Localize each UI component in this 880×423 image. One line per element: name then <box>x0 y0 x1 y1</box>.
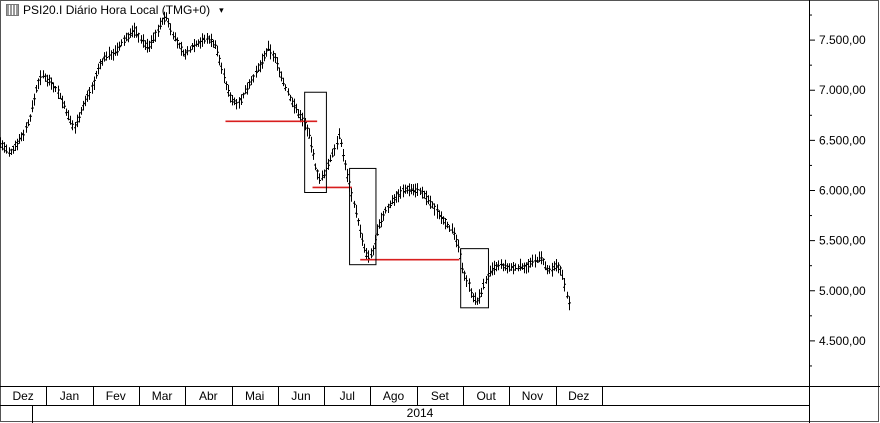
highlight-box <box>349 167 377 266</box>
chart-header: PSI20.I Diário Hora Local (TMG+0) ▾ <box>6 2 224 18</box>
y-tick-label: 7.000,00 <box>819 83 866 97</box>
highlight-box <box>304 91 327 193</box>
x-tick-label: Mai <box>245 389 264 403</box>
highlight-box <box>460 248 489 309</box>
support-lines <box>225 120 460 261</box>
x-tick-label: Mar <box>152 389 173 403</box>
x-tick-label: Nov <box>522 389 543 403</box>
y-tick-label: 6.000,00 <box>819 183 866 197</box>
chart-type-icon[interactable] <box>6 4 19 16</box>
x-tick-label: Jun <box>291 389 310 403</box>
x-tick-label: Fev <box>106 389 126 403</box>
chevron-down-icon[interactable]: ▾ <box>219 4 224 15</box>
x-tick-label: Dez <box>568 389 589 403</box>
x-tick-label: Out <box>476 389 496 403</box>
x-axis: Dez Jan Fev Mar Abr Mai Jun Jul Ago Set Out Nov Dez 2… <box>12 386 603 420</box>
y-axis: 7.500,00 7.000,00 6.500,00 6.000,00 5.500,00… <box>809 14 866 367</box>
price-series <box>0 11 571 311</box>
y-tick-label: 4.500,00 <box>819 334 866 348</box>
x-tick-label: Set <box>431 389 450 403</box>
x-tick-label: Jul <box>340 389 355 403</box>
symbol-label: PSI20.I Diário Hora Local (TMG+0) <box>23 3 211 17</box>
x-tick-label: Jan <box>60 389 79 403</box>
y-tick-label: 5.500,00 <box>819 234 866 248</box>
x-tick-label: Abr <box>199 389 218 403</box>
price-bars <box>0 11 571 311</box>
x-axis-label: 2014 <box>407 406 434 420</box>
y-tick-label: 7.500,00 <box>819 33 866 47</box>
y-tick-label: 6.500,00 <box>819 133 866 147</box>
highlight-boxes <box>304 91 489 309</box>
x-tick-label: Ago <box>383 389 405 403</box>
y-tick-label: 5.000,00 <box>819 284 866 298</box>
x-tick-label: Dez <box>12 389 33 403</box>
